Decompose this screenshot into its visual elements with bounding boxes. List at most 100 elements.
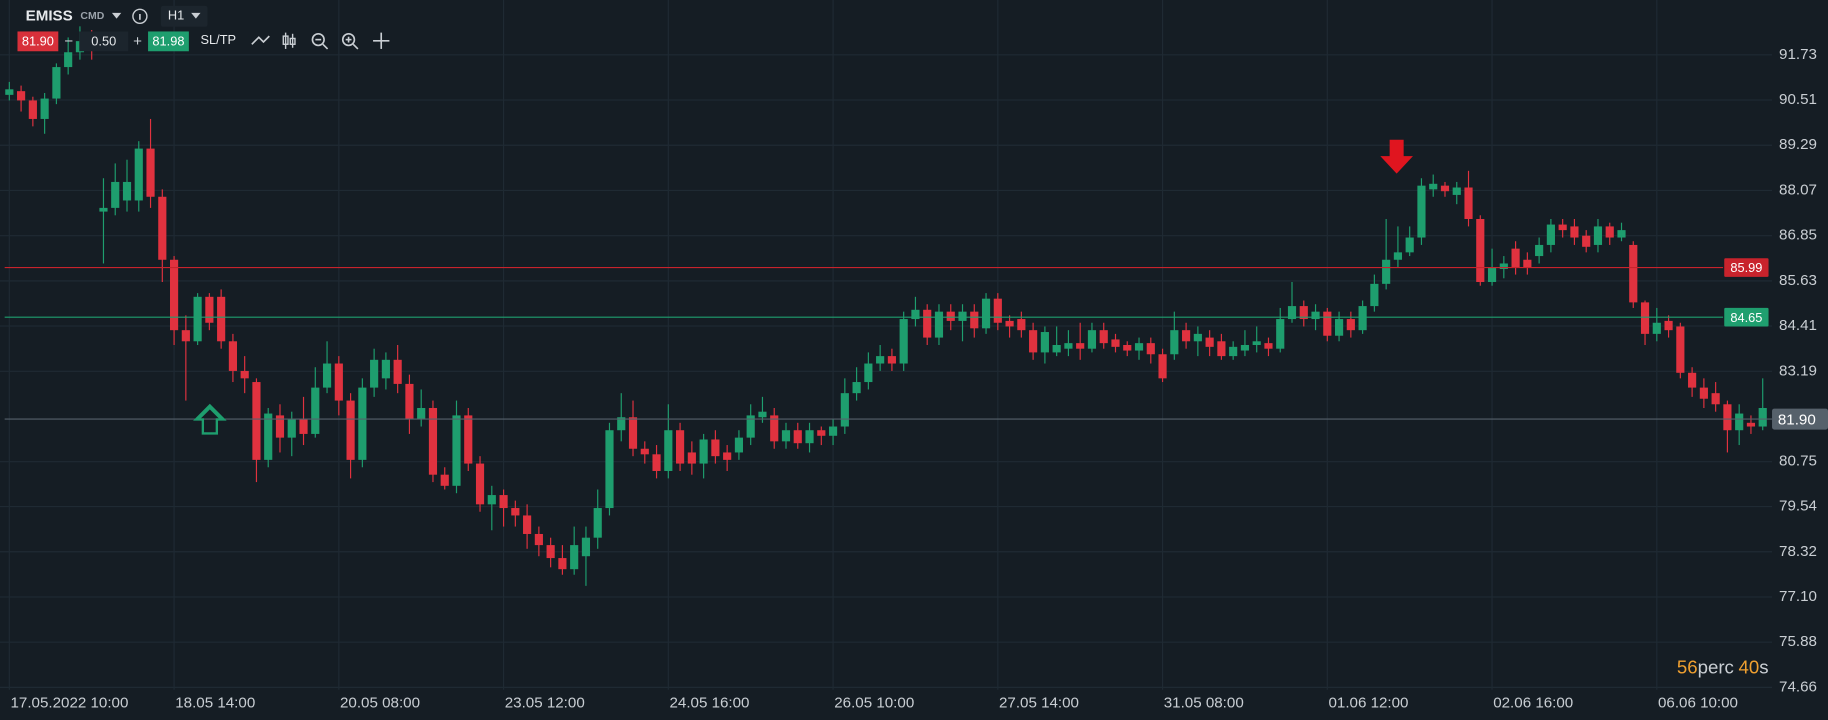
candle-body (393, 359, 402, 384)
timeframe-dropdown[interactable] (191, 12, 201, 19)
sell-price[interactable]: 81.90 (22, 33, 54, 48)
candle-body (264, 413, 273, 460)
candle-icon[interactable] (282, 32, 296, 49)
buy-price[interactable]: 81.98 (152, 33, 184, 48)
sell-button[interactable] (17, 31, 59, 52)
candle-body (1511, 248, 1520, 268)
candle-body (1334, 319, 1344, 336)
candle-body (1605, 226, 1614, 238)
candle-body (1123, 344, 1132, 351)
x-tick-label: 02.06 16:00 (1493, 695, 1573, 712)
timeframe-box[interactable] (160, 5, 208, 27)
candle-body (1393, 252, 1402, 260)
minus-button[interactable]: − (64, 33, 73, 50)
candle-body (1558, 224, 1567, 231)
candle-body (840, 393, 849, 427)
price-label: 84.65 (1730, 310, 1762, 325)
candle-body (793, 430, 802, 444)
candle-body (381, 359, 390, 379)
zoom-in-icon[interactable] (341, 32, 359, 50)
candle-body (1711, 393, 1720, 405)
candle-body (40, 98, 49, 119)
price-axis: 74.66 75.88 77.10 78.32 79.54 80.75 83.19 84.41… (10, 46, 1828, 712)
quantity-box[interactable] (79, 31, 129, 52)
buy-button[interactable] (148, 31, 189, 52)
candle-body (1735, 413, 1744, 431)
candle-body (1688, 372, 1697, 388)
candle-body (334, 363, 343, 401)
timeframe[interactable]: H1 (168, 8, 184, 23)
y-tick-label: 79.54 (1779, 498, 1817, 515)
zoom-out-icon[interactable] (311, 32, 329, 50)
candle-body (628, 417, 638, 449)
candle-body (440, 474, 449, 486)
candle-body (1664, 320, 1673, 331)
candle-body (605, 430, 614, 509)
toolbar: EMISS CMD H1 81.90 − 0.50 + 81.98 SL/TP (17, 5, 390, 52)
candle-body (1311, 311, 1320, 320)
line-chart-icon[interactable] (251, 35, 270, 45)
symbol-dropdown[interactable] (111, 12, 122, 19)
y-tick-label: 84.41 (1779, 317, 1817, 334)
candle-body (1087, 330, 1097, 349)
candle-body (699, 439, 708, 464)
plus-button[interactable]: + (133, 33, 142, 50)
info-icon[interactable] (132, 8, 148, 24)
candle-body (417, 407, 426, 420)
grid (0, 0, 1773, 690)
candle-body (487, 495, 496, 505)
y-tick-label: 80.75 (1779, 453, 1817, 470)
candle-body (1240, 344, 1250, 351)
candle-body (322, 363, 332, 388)
candle-body (1040, 332, 1049, 353)
candle-body (299, 419, 308, 434)
candle-body (1299, 306, 1308, 320)
candle-body (1417, 185, 1426, 238)
timer-seconds-unit: s (1759, 657, 1768, 678)
candle-body (923, 309, 932, 338)
candle-body (534, 533, 543, 546)
candle-body (1652, 322, 1661, 334)
candle-body (346, 400, 355, 460)
candle-body (817, 430, 826, 436)
candle-body (723, 452, 732, 460)
candle-body (1476, 219, 1485, 282)
candle-body (1452, 187, 1461, 195)
candle-body (1205, 337, 1214, 347)
candle-body (158, 196, 167, 260)
candle-body (311, 387, 320, 434)
candle-body (1499, 263, 1508, 270)
exchange: CMD (80, 11, 104, 22)
candle-body (852, 382, 861, 394)
sltp-button[interactable]: SL/TP (201, 32, 237, 47)
move-icon[interactable] (373, 32, 390, 49)
candle-body (52, 67, 61, 99)
candle-body (664, 430, 673, 471)
candle-body (111, 181, 120, 208)
symbol[interactable]: EMISS (26, 7, 73, 24)
candle-body (99, 207, 108, 212)
candle-body (1487, 267, 1497, 282)
candle-body (1287, 306, 1297, 320)
candle-body (1758, 407, 1767, 427)
candle-body (205, 296, 214, 323)
candle-body (1358, 306, 1367, 331)
candle-body (1570, 226, 1579, 238)
candle-body (1099, 330, 1108, 344)
candle-body (1229, 346, 1238, 357)
price-label: 81.90 (1778, 411, 1816, 428)
candle-body (981, 298, 991, 329)
y-tick-label: 86.85 (1779, 227, 1817, 244)
candle-body (593, 508, 602, 538)
buy-arrow (193, 403, 227, 435)
candle-body (581, 537, 591, 557)
timer-seconds: 40 (1739, 657, 1760, 678)
candle-body (652, 454, 661, 471)
price-label-box (1724, 307, 1769, 327)
candle-body (17, 91, 26, 101)
candle-body (1440, 185, 1450, 192)
quantity[interactable]: 0.50 (91, 33, 116, 48)
candle-body (640, 448, 649, 455)
x-tick-label: 31.05 08:00 (1164, 695, 1244, 712)
